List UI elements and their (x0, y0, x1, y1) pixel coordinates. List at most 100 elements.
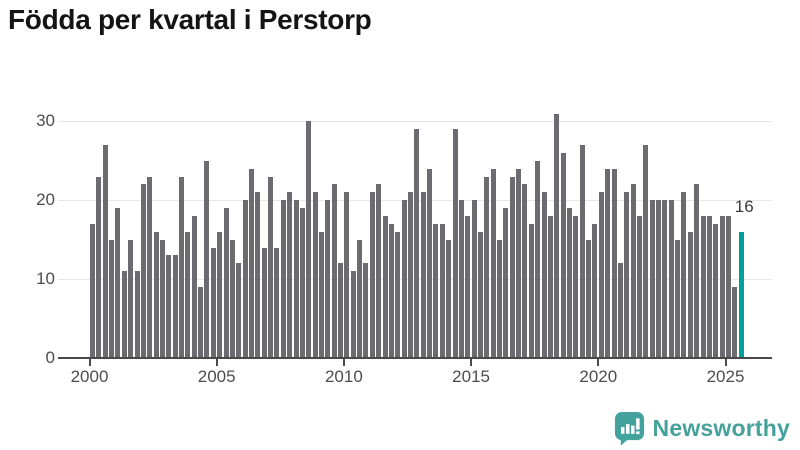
bar (547, 216, 553, 358)
bar (96, 176, 102, 358)
bar (477, 231, 483, 358)
x-axis-label-2020: 2020 (579, 367, 618, 386)
bar (636, 216, 642, 358)
bar (713, 223, 719, 358)
x-axis-label-2005: 2005 (197, 367, 236, 386)
last-value-label: 16 (734, 196, 754, 216)
bar (121, 271, 127, 358)
bar (159, 239, 165, 358)
bar (700, 216, 706, 358)
bar (318, 231, 324, 358)
brand-name: Newsworthy (652, 415, 790, 441)
bar (147, 176, 153, 358)
bar (471, 200, 477, 358)
bar (420, 192, 426, 358)
bar (376, 184, 382, 358)
bar (605, 168, 611, 358)
bar (210, 247, 216, 358)
bar (408, 192, 413, 358)
bar (287, 192, 293, 358)
bar (726, 216, 731, 358)
bar (338, 263, 344, 358)
bar (185, 231, 191, 358)
bar (280, 200, 286, 358)
x-axis-label-2025: 2025 (706, 367, 745, 386)
bar (268, 176, 274, 358)
x-axis-tick-2025 (724, 359, 727, 367)
bar (528, 223, 534, 358)
y-axis-label-10: 10 (36, 269, 55, 289)
bar (516, 168, 522, 358)
bar (388, 223, 394, 358)
bar (236, 263, 242, 358)
bar (719, 216, 725, 358)
bar (134, 271, 140, 358)
bar (293, 200, 299, 358)
bar (102, 145, 108, 358)
bar (458, 200, 464, 358)
bar (535, 160, 541, 358)
bar (172, 255, 178, 358)
bar (166, 255, 172, 358)
bar (656, 200, 662, 358)
bar (598, 192, 604, 358)
bar (624, 192, 630, 358)
newsworthy-chart-bubble-icon (614, 412, 644, 446)
bar (433, 223, 439, 358)
bar (204, 160, 210, 358)
bar (694, 184, 700, 358)
bar (350, 271, 356, 358)
x-axis-label-2015: 2015 (452, 367, 491, 386)
bar (439, 223, 445, 358)
bar (706, 216, 712, 358)
bar (668, 200, 674, 358)
bar (579, 145, 585, 358)
bar (363, 263, 369, 358)
bar (586, 239, 592, 358)
bar (617, 263, 623, 358)
bar (414, 129, 420, 358)
x-axis-label-2000: 2000 (70, 367, 109, 386)
bar (484, 176, 490, 358)
bar (567, 208, 572, 358)
bar (490, 168, 496, 358)
bar (649, 200, 655, 358)
bar (299, 208, 305, 358)
y-axis-label-0: 0 (45, 348, 55, 367)
bar (255, 192, 261, 358)
bar (128, 239, 134, 358)
x-axis-tick-2020 (597, 359, 600, 367)
bar (687, 231, 693, 358)
x-axis-label-2010: 2010 (324, 367, 363, 386)
bar (357, 239, 363, 358)
bar (509, 176, 515, 358)
y-axis-label-20: 20 (36, 190, 55, 210)
bar (242, 200, 248, 358)
bar (560, 152, 566, 358)
bar (109, 239, 115, 358)
brand-logo: Newsworthy (614, 411, 790, 446)
bar (179, 176, 185, 358)
bar (344, 192, 350, 358)
bar (497, 239, 503, 358)
bar (325, 200, 331, 358)
x-axis-tick-2005 (215, 359, 218, 367)
bar (554, 113, 560, 358)
x-axis-tick-2000 (88, 359, 91, 367)
x-axis-line (58, 357, 772, 360)
bar (369, 192, 375, 358)
bar (223, 208, 229, 358)
bar (630, 184, 636, 358)
bar (274, 247, 280, 358)
y-axis-label-30: 30 (36, 111, 55, 131)
bar (452, 129, 458, 358)
bar-highlighted (738, 231, 744, 358)
bar (522, 184, 528, 358)
bar (312, 192, 318, 358)
bar (643, 145, 649, 358)
bar (541, 192, 547, 358)
chart-title: Födda per kvartal i Perstorp (8, 4, 372, 35)
bar (140, 184, 146, 358)
bar (198, 287, 204, 358)
